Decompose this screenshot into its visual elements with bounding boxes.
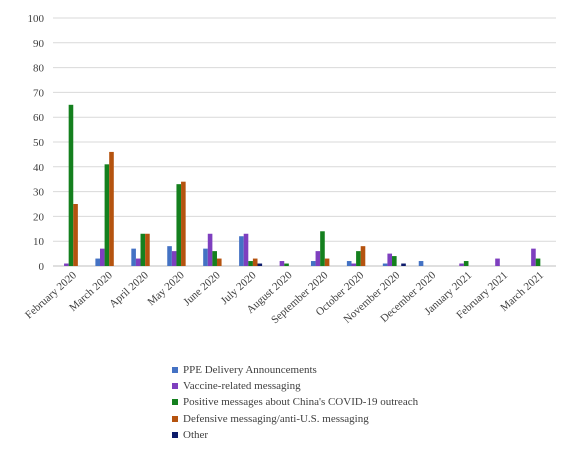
bar	[324, 258, 330, 266]
y-tick-label: 70	[33, 87, 45, 99]
bar	[140, 233, 146, 266]
bar	[495, 258, 500, 266]
bar	[279, 261, 285, 266]
bar	[418, 261, 424, 266]
bar	[257, 263, 263, 266]
bar	[99, 248, 105, 266]
bar	[216, 258, 222, 266]
bar	[207, 233, 213, 266]
bar	[310, 261, 316, 266]
legend-label: Positive messages about China's COVID-19…	[183, 396, 419, 409]
bar	[203, 248, 208, 266]
y-tick-label: 50	[33, 137, 45, 149]
chart-legend: PPE Delivery Announcements Vaccine-relate…	[172, 362, 418, 443]
bar	[459, 263, 464, 266]
legend-swatch	[172, 367, 178, 374]
bar	[239, 236, 244, 266]
x-tick-label: February 2020	[23, 269, 79, 321]
legend-swatch	[172, 415, 178, 422]
x-tick-label: April 2020	[107, 269, 151, 310]
legend-swatch	[172, 431, 178, 438]
legend-swatch	[172, 399, 178, 406]
bar	[212, 251, 217, 266]
legend-label: Defensive messaging/anti-U.S. messaging	[183, 412, 369, 425]
bar	[95, 258, 100, 266]
legend-item: Positive messages about China's COVID-19…	[172, 394, 418, 410]
bar	[360, 246, 366, 266]
y-tick-label: 10	[33, 236, 45, 248]
bar	[320, 231, 325, 266]
bar	[73, 204, 78, 266]
legend-swatch	[172, 383, 178, 390]
legend-label: Vaccine-related messaging	[183, 380, 301, 393]
bar	[181, 181, 186, 266]
bar	[109, 151, 114, 266]
legend-item: Defensive messaging/anti-U.S. messaging	[172, 411, 418, 427]
legend-item: PPE Delivery Announcements	[172, 362, 418, 378]
bar	[243, 233, 249, 266]
y-tick-label: 0	[39, 261, 45, 273]
bar	[382, 263, 388, 266]
bar	[252, 258, 258, 266]
y-tick-label: 90	[33, 38, 45, 50]
bar	[68, 104, 74, 266]
bar	[171, 251, 177, 266]
y-tick-label: 20	[33, 211, 45, 223]
bar	[284, 263, 289, 266]
bar	[346, 261, 352, 266]
y-tick-label: 100	[28, 13, 45, 25]
bar	[176, 184, 182, 266]
bar	[135, 258, 141, 266]
x-tick-label: June 2020	[181, 269, 223, 308]
bar	[248, 261, 253, 266]
legend-item: Vaccine-related messaging	[172, 378, 418, 394]
bar	[167, 246, 172, 266]
bar	[104, 164, 110, 266]
y-tick-label: 80	[33, 63, 45, 75]
bar	[387, 253, 393, 266]
bar	[131, 248, 136, 266]
bar	[401, 263, 406, 266]
bar	[145, 233, 150, 266]
bar	[531, 248, 536, 266]
bar	[392, 256, 397, 266]
legend-label: PPE Delivery Announcements	[183, 364, 317, 377]
x-tick-label: May 2020	[145, 269, 187, 308]
y-tick-label: 30	[33, 187, 45, 199]
bar	[315, 251, 321, 266]
bar	[351, 263, 357, 266]
bar	[64, 263, 69, 266]
bar	[463, 261, 469, 266]
y-tick-label: 60	[33, 112, 45, 124]
legend-item: Other	[172, 427, 418, 443]
y-tick-label: 40	[33, 162, 45, 174]
legend-label: Other	[183, 428, 209, 441]
bar	[535, 258, 541, 266]
bar	[356, 251, 361, 266]
